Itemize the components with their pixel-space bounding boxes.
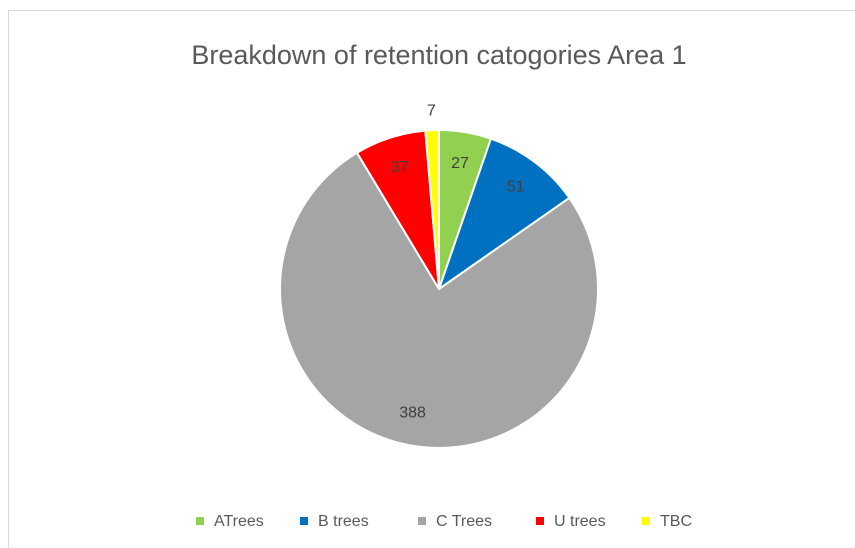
legend-marker bbox=[196, 517, 204, 525]
legend-label: TBC bbox=[660, 513, 692, 530]
data-label: 37 bbox=[391, 159, 409, 176]
legend-marker bbox=[536, 517, 544, 525]
data-label: 7 bbox=[427, 102, 436, 119]
pie-slice bbox=[279, 151, 599, 449]
legend-label: B trees bbox=[318, 513, 369, 530]
data-label: 388 bbox=[399, 405, 426, 422]
chart-title: Breakdown of retention catogories Area 1 bbox=[191, 40, 686, 70]
legend-label: C Trees bbox=[436, 513, 492, 530]
data-label: 51 bbox=[507, 179, 525, 196]
legend-label: U trees bbox=[554, 513, 606, 530]
legend-marker bbox=[642, 517, 650, 525]
data-label: 27 bbox=[451, 155, 469, 172]
pie-slice bbox=[437, 137, 571, 292]
legend-label: ATrees bbox=[214, 513, 264, 530]
legend-marker bbox=[418, 517, 426, 525]
pie-slice bbox=[424, 128, 440, 290]
legend-marker bbox=[300, 517, 308, 525]
